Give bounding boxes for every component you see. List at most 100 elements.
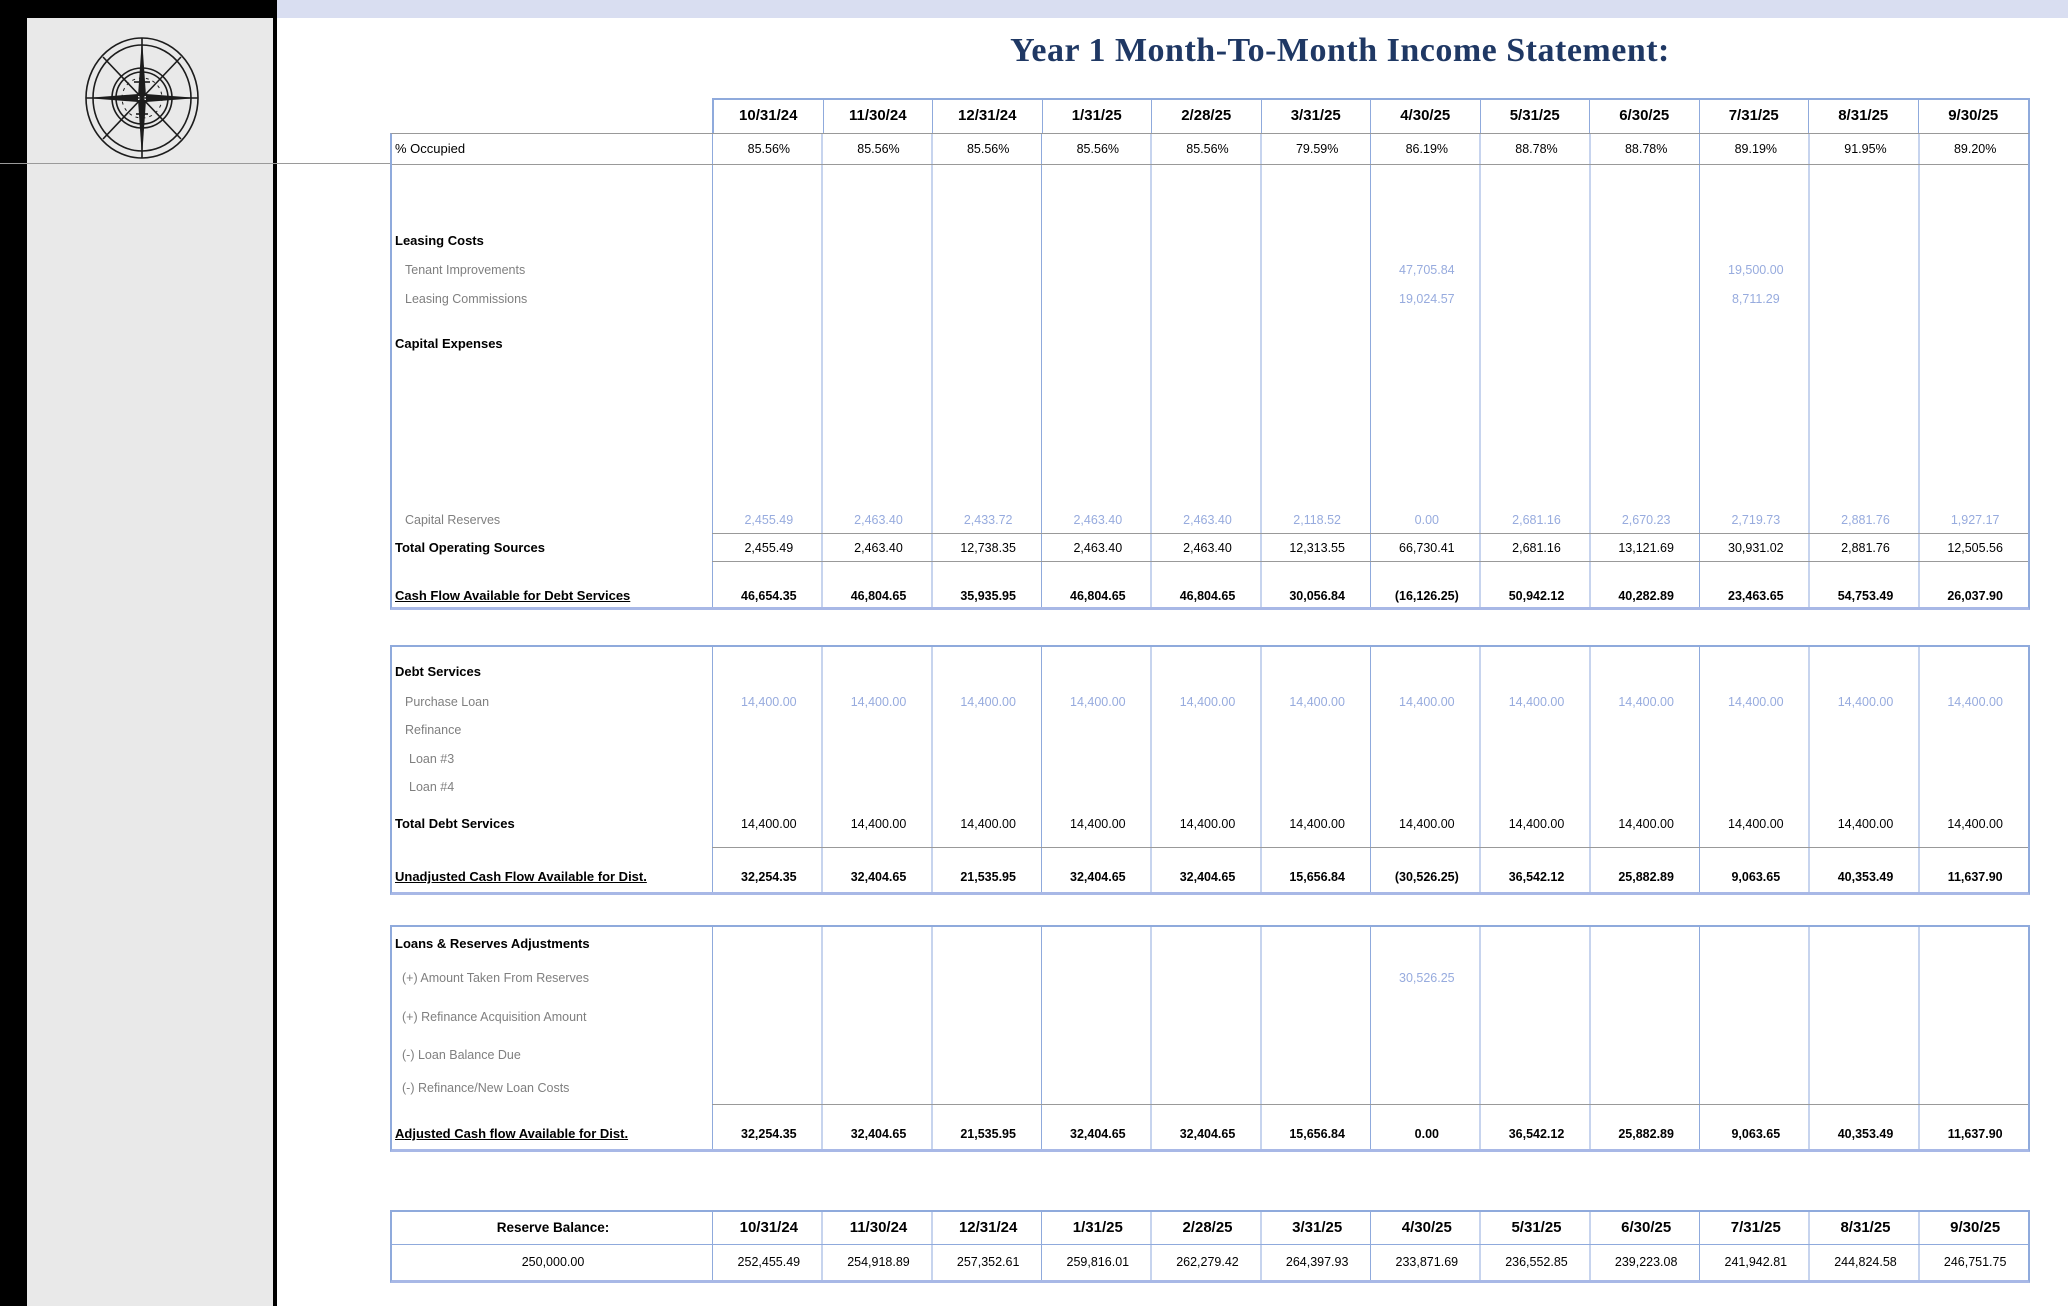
reserve-values: 252,455.49 254,918.89 257,352.61 259,816.01… [714, 1245, 2030, 1280]
value-cell: 254,918.89 [847, 1255, 910, 1269]
row-divider [392, 164, 2028, 165]
value-cell: 32,404.65 [1179, 1127, 1236, 1141]
value-cell: 2,719.73 [1731, 513, 1781, 527]
adjustments-section: Loans & Reserves Adjustments (+) Amount … [390, 925, 2030, 1152]
value-cell: 14,400.00 [1837, 817, 1894, 831]
left-edge-black-bar [0, 18, 27, 1306]
value-cell: 2,463.40 [1073, 513, 1123, 527]
month-header-cell: 5/31/25 [1511, 1219, 1562, 1236]
row-label: Adjusted Cash flow Available for Dist. [395, 1126, 629, 1141]
month-header-cell: 12/31/24 [958, 1219, 1018, 1236]
value-cell: 40,282.89 [1618, 589, 1674, 603]
value-cell: 233,871.69 [1395, 1255, 1459, 1269]
row-values: 2,455.49 2,463.40 12,738.35 2,463.40 2,463.4… [714, 536, 2030, 560]
value-cell: 2,670.23 [1621, 513, 1671, 527]
value-cell [1811, 966, 1921, 990]
month-header-cell: 11/30/24 [824, 100, 933, 133]
value-cell: 14,400.00 [1947, 817, 2003, 831]
value-cell: (30,526.25) [1394, 870, 1459, 884]
value-cell: 12,505.56 [1947, 541, 2003, 555]
occupancy-cell: 85.56% [1076, 142, 1120, 156]
value-cell: 36,542.12 [1508, 1127, 1565, 1141]
row-label: Loan #4 [409, 780, 455, 794]
value-cell: 40,353.49 [1837, 1127, 1894, 1141]
month-header-cell: 1/31/25 [1043, 100, 1152, 133]
row-values: 19,024.57 8,711.29 [714, 287, 2030, 311]
value-cell: 252,455.49 [737, 1255, 801, 1269]
value-cell: 35,935.95 [960, 589, 1016, 603]
row-label: Leasing Commissions [405, 292, 528, 306]
occupancy-cell: 85.56% [747, 142, 791, 156]
value-cell [1591, 287, 1701, 311]
value-cell: 23,463.65 [1728, 589, 1784, 603]
row-divider [712, 561, 2028, 562]
value-cell: 14,400.00 [1508, 817, 1565, 831]
value-cell: 2,463.40 [1073, 541, 1123, 555]
value-cell [1920, 258, 2030, 282]
value-cell: 14,400.00 [1837, 695, 1894, 709]
value-cell [933, 258, 1043, 282]
value-cell: 14,400.00 [1618, 695, 1674, 709]
sheet-gridline [0, 163, 390, 164]
tenant-improvements-row: Tenant Improvements 47,705.84 19,500.00 [392, 258, 2028, 282]
month-header-cell: 7/31/25 [1700, 100, 1809, 133]
occupancy-cell: 85.56% [1186, 142, 1229, 156]
left-margin-panel [27, 18, 277, 1306]
row-values: 32,254.35 32,404.65 21,535.95 32,404.65 32,4… [714, 865, 2030, 889]
value-cell: 239,223.08 [1614, 1255, 1678, 1269]
row-label: Cash Flow Available for Debt Services [395, 588, 631, 603]
row-label: (+) Refinance Acquisition Amount [402, 1010, 587, 1024]
value-cell: 66,730.41 [1399, 541, 1455, 555]
value-cell: 9,063.65 [1731, 1127, 1781, 1141]
value-cell: 46,804.65 [1070, 589, 1126, 603]
value-cell: 32,404.65 [1070, 1127, 1126, 1141]
loan4-row: Loan #4 [392, 775, 2028, 799]
value-cell [1591, 258, 1701, 282]
value-cell [1262, 287, 1372, 311]
refinance-acquisition-row: (+) Refinance Acquisition Amount [392, 1005, 2028, 1029]
value-cell: 11,637.90 [1947, 1127, 2003, 1141]
value-cell: 236,552.85 [1505, 1255, 1568, 1269]
value-cell: 14,400.00 [850, 817, 907, 831]
value-cell: 40,353.49 [1837, 870, 1894, 884]
value-cell [1153, 258, 1263, 282]
value-cell: 14,400.00 [1399, 695, 1455, 709]
value-cell: 30,056.84 [1289, 589, 1345, 603]
row-divider [712, 533, 2028, 534]
reserve-values-row: 250,000.00 252,455.49 254,918.89 257,352.6… [392, 1245, 2028, 1280]
section-header-label: Debt Services [395, 664, 481, 679]
total-debt-services-row: Total Debt Services 14,400.00 14,400.00 14… [392, 812, 2028, 836]
value-cell: 14,400.00 [1728, 817, 1784, 831]
value-cell: 14,400.00 [850, 695, 907, 709]
occupancy-cell: 89.20% [1953, 142, 1997, 156]
loan3-row: Loan #3 [392, 747, 2028, 771]
occupancy-row: % Occupied 85.56% 85.56% 85.56% 85.56% 85.56… [392, 134, 2028, 164]
value-cell: 32,254.35 [741, 870, 797, 884]
value-cell: 14,400.00 [960, 817, 1016, 831]
value-cell: 32,404.65 [850, 1127, 907, 1141]
value-cell [824, 287, 934, 311]
value-cell: 30,931.02 [1728, 541, 1784, 555]
total-operating-sources-row: Total Operating Sources 2,455.49 2,463.40… [392, 536, 2028, 560]
row-values: 47,705.84 19,500.00 [714, 258, 2030, 282]
value-cell: 14,400.00 [1399, 817, 1455, 831]
value-cell [824, 258, 934, 282]
row-label: Loan #3 [409, 752, 455, 766]
value-cell [1482, 258, 1592, 282]
refinance-new-loan-costs-row: (-) Refinance/New Loan Costs [392, 1076, 2028, 1100]
value-cell: 259,816.01 [1066, 1255, 1130, 1269]
occupancy-cell: 85.56% [966, 142, 1010, 156]
occupancy-cell: 88.78% [1515, 142, 1558, 156]
value-cell: 46,804.65 [1179, 589, 1236, 603]
month-header-row: 10/31/24 11/30/24 12/31/24 1/31/25 2/28/25 3/… [712, 98, 2030, 133]
value-cell: 14,400.00 [1728, 695, 1784, 709]
value-cell [1811, 287, 1921, 311]
row-values: 2,455.49 2,463.40 2,433.72 2,463.40 2,463.40… [714, 508, 2030, 532]
section-header-label: Capital Expenses [395, 336, 503, 351]
value-cell: 12,313.55 [1289, 541, 1345, 555]
value-cell [1043, 258, 1153, 282]
value-cell: 0.00 [1414, 513, 1439, 527]
value-cell [1482, 287, 1592, 311]
value-cell: 262,279.42 [1176, 1255, 1239, 1269]
